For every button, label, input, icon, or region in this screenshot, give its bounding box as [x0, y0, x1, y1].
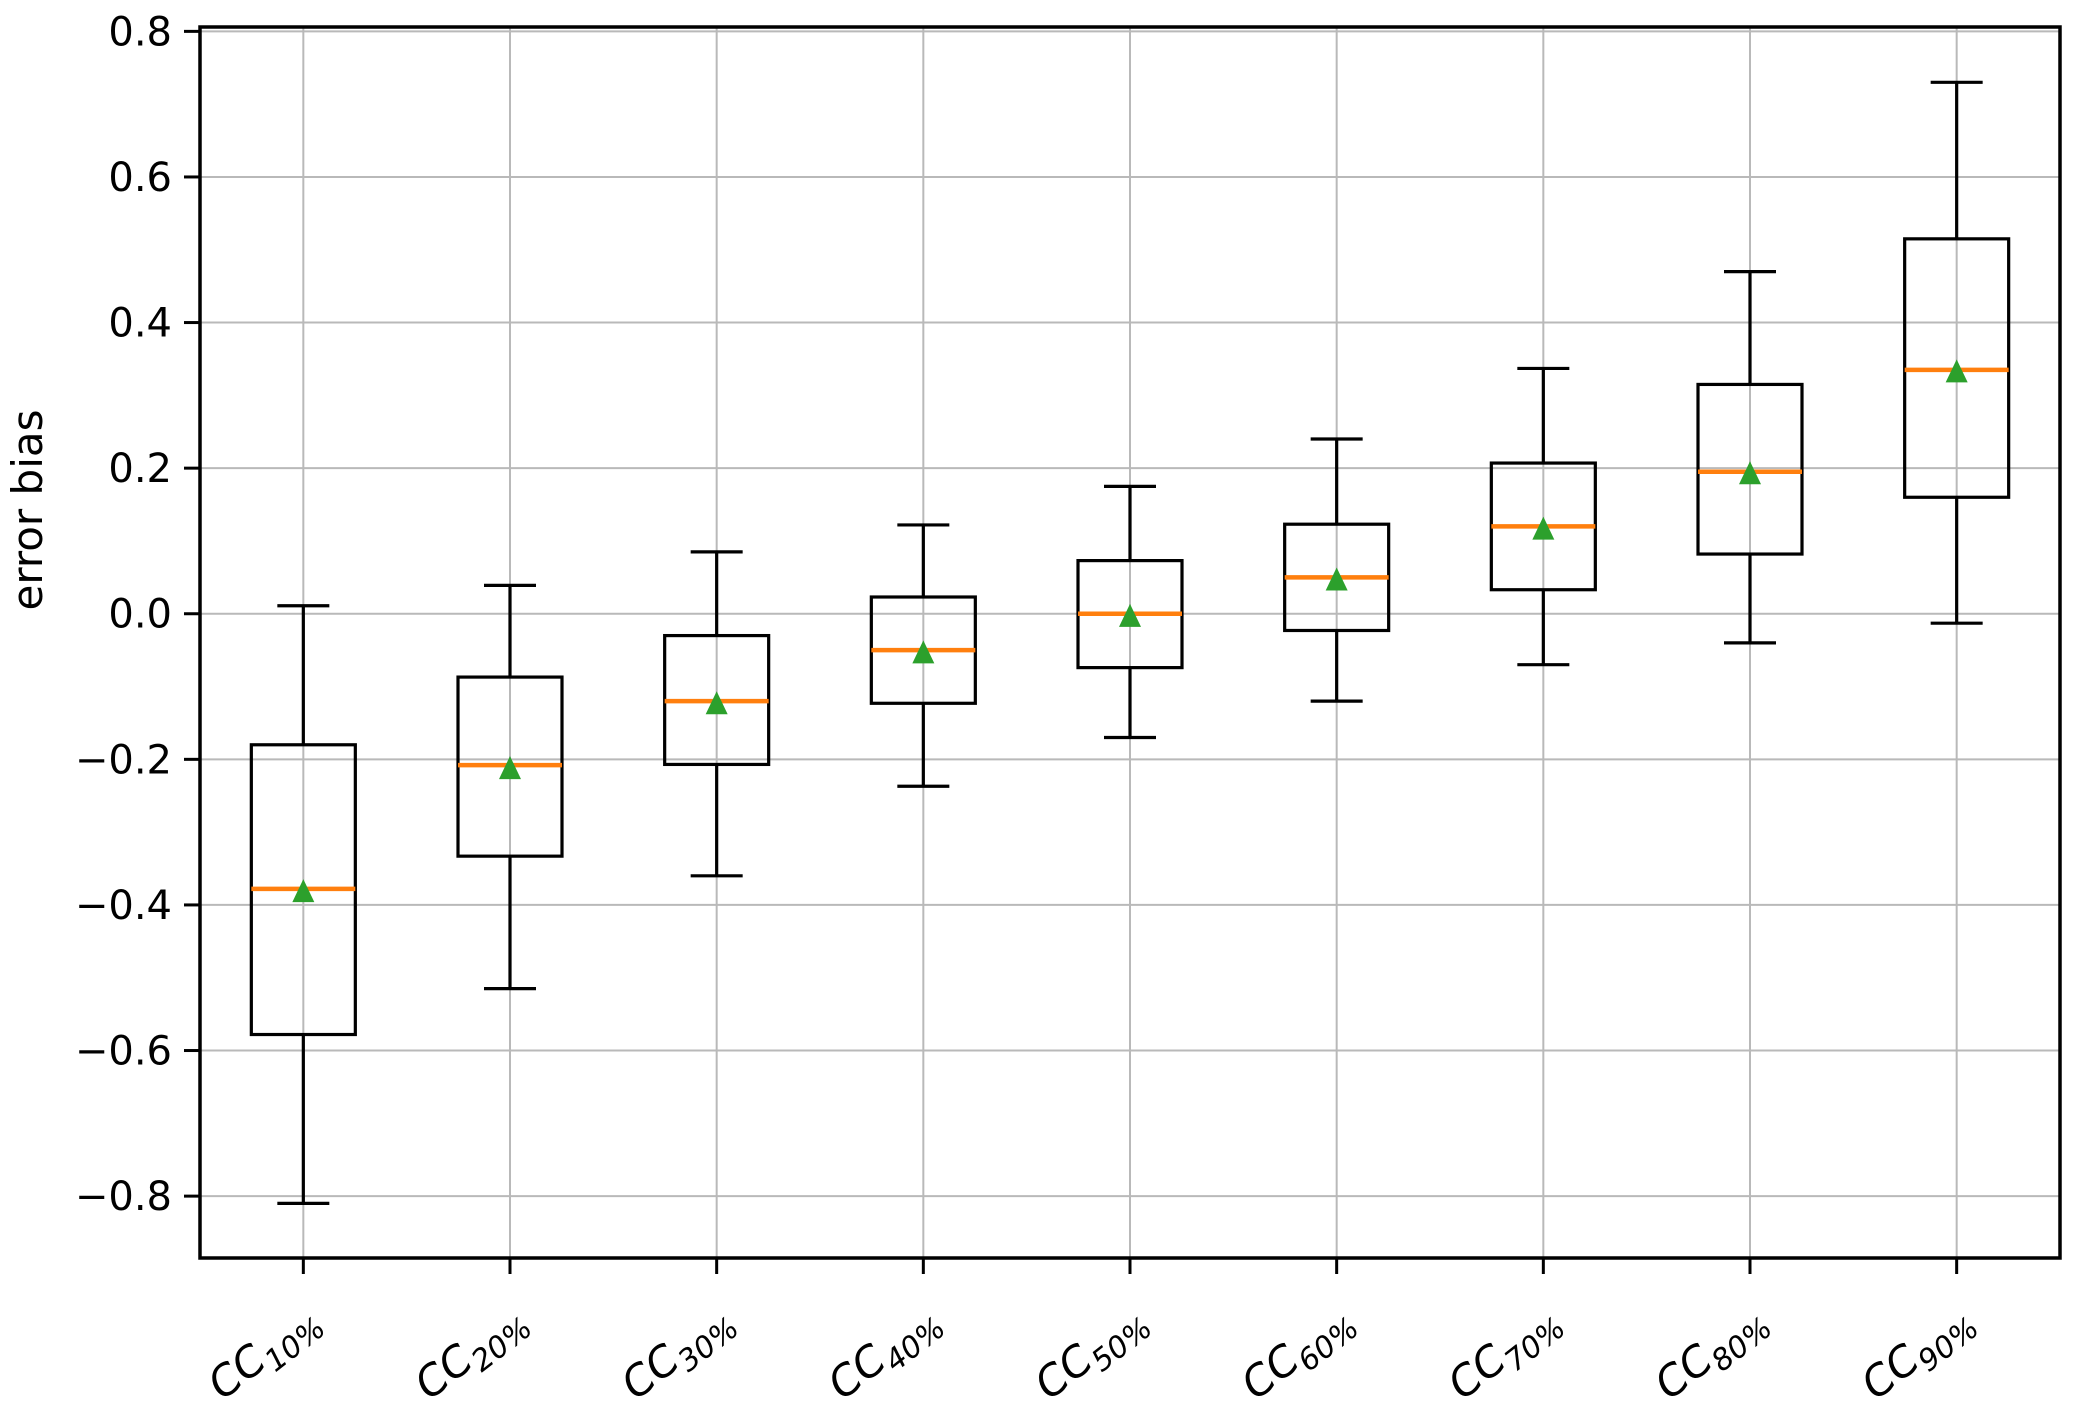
mean-marker [912, 640, 935, 664]
x-tick-label-CC30%: CC30% [612, 1293, 746, 1415]
box-CC70% [1489, 366, 1597, 667]
y-tick-label-0.4: 0.4 [108, 301, 172, 347]
y-tick-label-0.8: 0.8 [108, 9, 172, 55]
y-tick-label--0.8: −0.8 [75, 1174, 172, 1220]
box-CC20% [456, 583, 564, 991]
y-tick-label--0.6: −0.6 [75, 1029, 172, 1075]
boxes-layer [249, 80, 2011, 1206]
mean-marker [1325, 567, 1348, 591]
mean-marker [292, 879, 315, 903]
y-tick-label--0.2: −0.2 [75, 737, 172, 783]
x-tick-label-CC50%: CC50% [1025, 1293, 1159, 1415]
mean-marker [1119, 603, 1141, 627]
box-CC50% [1076, 484, 1184, 740]
y-tick-label--0.4: −0.4 [75, 883, 172, 929]
grid-layer [200, 27, 2060, 1258]
x-tick-label-CC90%: CC90% [1852, 1293, 1986, 1415]
box-CC60% [1283, 437, 1391, 703]
x-tick-label-CC40%: CC40% [819, 1293, 953, 1415]
iqr-box [1696, 382, 1804, 556]
box-CC90% [1903, 80, 2011, 625]
mean-marker [1945, 359, 1968, 383]
box-CC10% [249, 604, 357, 1206]
box-CC40% [869, 523, 977, 788]
y-tick-label-0.6: 0.6 [108, 155, 172, 201]
axes-layer: 0.8 0.6 0.4 0.2 0.0 −0.2 −0.4 −0.6 −0.8 CC10% CC20… [75, 9, 2062, 1415]
x-tick-label-CC60%: CC60% [1232, 1293, 1366, 1415]
box-CC80% [1696, 269, 1804, 645]
y-tick-label-0: 0.0 [108, 592, 172, 638]
mean-marker [705, 691, 728, 715]
mean-marker [1532, 516, 1555, 540]
mean-marker [499, 756, 521, 780]
y-axis-label: error bias [3, 410, 52, 611]
box-CC30% [663, 550, 771, 878]
y-tick-label-0.2: 0.2 [108, 446, 172, 492]
x-tick-label-CC80%: CC80% [1645, 1293, 1779, 1415]
x-tick-label-CC70%: CC70% [1439, 1293, 1573, 1415]
x-tick-label-CC20%: CC20% [405, 1293, 539, 1415]
mean-marker [1739, 461, 1761, 485]
x-tick-label-CC10%: CC10% [199, 1293, 333, 1415]
